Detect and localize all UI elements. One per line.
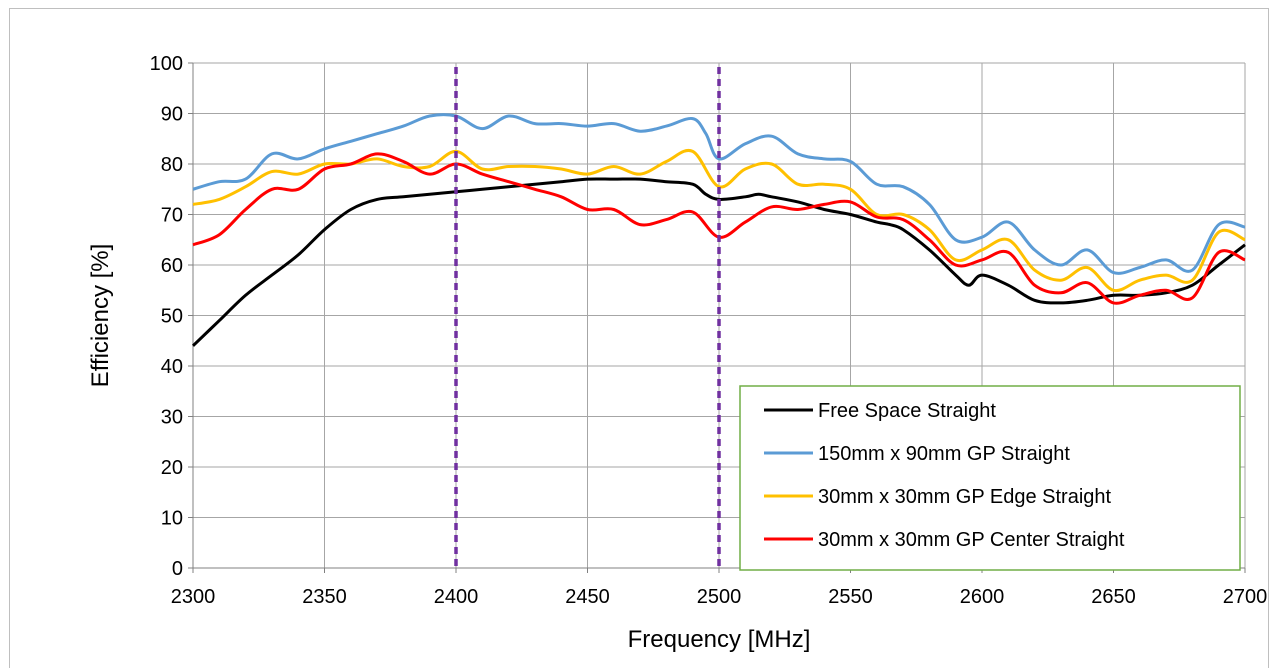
x-tick-label-2450: 2450 [565,586,610,608]
x-tick-label-2500: 2500 [697,586,742,608]
x-tick-label-2650: 2650 [1091,586,1136,608]
y-tick-label-90: 90 [161,104,183,126]
legend-box [739,385,1241,571]
x-tick-label-2400: 2400 [434,586,479,608]
y-axis-title: Efficiency [%] [87,244,114,388]
legend-label-30mm-x-30mm-gp-edge-straight: 30mm x 30mm GP Edge Straight [818,486,1112,508]
x-tick-label-2600: 2600 [960,586,1005,608]
y-tick-label-40: 40 [161,356,183,378]
legend-label-free-space-straight: Free Space Straight [818,400,996,422]
y-tick-label-50: 50 [161,306,183,328]
y-tick-label-10: 10 [161,508,183,530]
series-line-150mm-x-90mm-gp-straight [192,113,1246,275]
y-tick-label-80: 80 [161,154,183,176]
series-line-30mm-x-30mm-gp-edge-straight [192,148,1246,293]
series-line-free-space-straight [191,177,1246,347]
y-tick-label-70: 70 [161,205,183,227]
x-axis-title: Frequency [MHz] [628,626,811,653]
x-tick-label-2700: 2700 [1223,586,1268,608]
chart-frame [9,8,1269,668]
y-tick-label-20: 20 [161,457,183,479]
legend: Free Space Straight 150mm x 90mm GP Strai… [739,385,1241,571]
y-tick-label-30: 30 [161,407,183,429]
tick-labels: 0 10 20 30 40 50 60 70 80 90 100 2300 2350 2400 2450 25… [150,53,1268,608]
x-tick-label-2550: 2550 [828,586,873,608]
y-tick-label-60: 60 [161,255,183,277]
legend-label-150mm-x-90mm-gp-straight: 150mm x 90mm GP Straight [818,443,1070,465]
x-tick-label-2300: 2300 [171,586,216,608]
y-tick-label-0: 0 [172,558,183,580]
x-tick-label-2350: 2350 [302,586,347,608]
y-tick-label-100: 100 [150,53,183,75]
legend-label-30mm-x-30mm-gp-center-straight: 30mm x 30mm GP Center Straight [818,529,1125,551]
